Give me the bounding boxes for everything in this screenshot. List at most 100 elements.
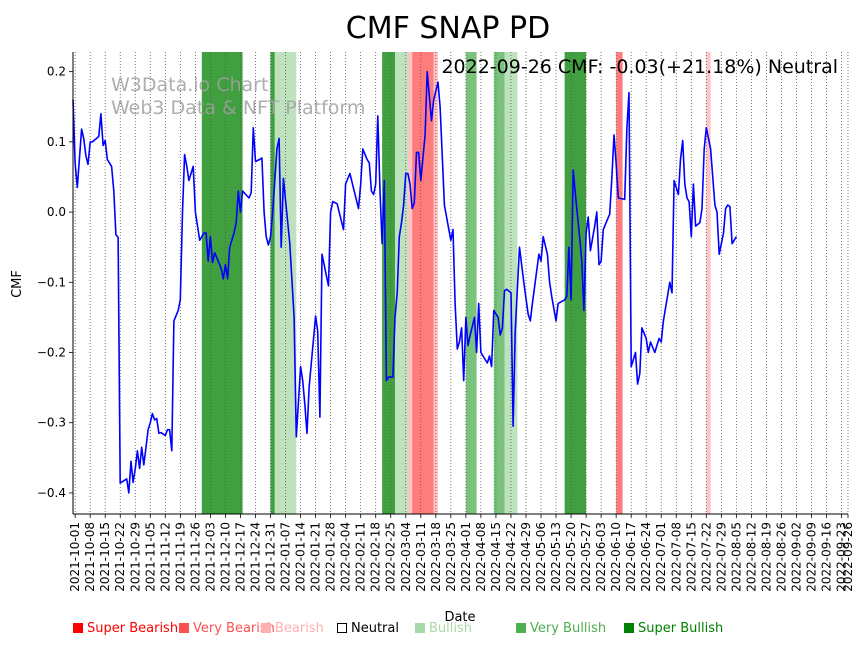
legend-swatch [337,623,347,633]
legend-swatch [624,623,634,633]
x-tick-label: 2021-11-19 [173,522,187,592]
legend-swatch [261,623,271,633]
grid-layer [74,52,849,514]
zone-bearish [407,52,413,514]
zones-layer [201,52,711,514]
legend-super-bearish: Super Bearish [73,621,178,636]
x-tick-label: 2022-07-01 [654,522,668,592]
x-tick-label: 2022-08-12 [744,522,758,592]
y-tick-label: −0.4 [37,486,66,500]
y-tick-label: −0.3 [37,416,66,430]
zone-super-bullish [564,52,587,514]
y-tick-label: −0.2 [37,346,66,360]
x-tick-label: 2022-03-11 [414,522,428,592]
zone-bullish [395,52,408,514]
x-tick-label: 2021-11-26 [188,522,202,592]
legend-label: Very Bullish [530,621,607,636]
x-tick-label: 2022-06-24 [639,522,653,592]
x-tick-label: 2021-10-15 [98,522,112,592]
x-tick-label: 2022-09-23 [835,522,849,592]
x-tick-label: 2022-07-22 [699,522,713,592]
x-tick-label: 2021-12-31 [264,522,278,592]
x-axis-label: Date [444,610,475,625]
x-tick-label: 2021-10-01 [68,522,82,592]
x-tick-label: 2022-03-18 [429,522,443,592]
x-tick-label: 2022-01-21 [309,522,323,592]
y-tick-label: −0.1 [37,275,66,289]
x-tick-label: 2022-01-28 [324,522,338,592]
y-tick-label: 0.0 [47,205,66,219]
x-tick-label: 2022-07-29 [714,522,728,592]
x-tick-label: 2022-06-03 [594,522,608,592]
zone-very-bearish [412,52,434,514]
x-tick-label: 2022-08-05 [729,522,743,592]
legend-very-bullish: Very Bullish [516,621,606,636]
x-tick-label: 2022-01-14 [294,522,308,592]
legend-label: Super Bearish [87,621,179,636]
series-line-cmf [72,70,738,494]
legend-swatch [179,623,189,633]
x-tick-label: 2021-10-29 [128,522,142,592]
x-tick-label: 2021-12-24 [248,522,262,592]
x-tick-label: 2022-08-19 [759,522,773,592]
x-tick-label: 2022-09-09 [805,522,819,592]
x-tick-label: 2022-07-15 [684,522,698,592]
zone-super-bullish [201,52,243,514]
legend-swatch [73,623,83,633]
x-tick-label: 2021-12-17 [233,522,247,592]
x-tick-label: 2021-11-12 [158,522,172,592]
x-tick-label: 2022-01-07 [279,522,293,592]
watermark-line-1: W3Data.io Chart [111,74,268,96]
x-tick-label: 2022-02-18 [369,522,383,592]
chart-title: CMF SNAP PD [346,11,550,46]
x-tick-label: 2022-05-06 [534,522,548,592]
x-tick-label: 2022-05-13 [549,522,563,592]
x-tick-label: 2022-09-16 [820,522,834,592]
legend-bearish: Bearish [261,621,324,636]
x-ticks: 2021-10-01 2021-10-08 2021-10-15 2021-10-22… [68,514,855,592]
legend-label: Bearish [275,621,324,636]
x-tick-label: 2022-08-26 [774,522,788,592]
x-tick-label: 2022-02-11 [354,522,368,592]
x-tick-label: 2021-12-10 [218,522,232,592]
zone-very-bullish [465,52,477,514]
x-tick-label: 2021-10-22 [113,522,127,592]
x-tick-label: 2022-07-08 [669,522,683,592]
x-tick-label: 2021-11-05 [143,522,157,592]
x-tick-label: 2022-09-26 [841,522,855,592]
axes-layer [72,52,848,515]
x-tick-label: 2022-04-08 [474,522,488,592]
x-tick-label: 2021-12-03 [203,522,217,592]
legend-swatch [516,623,526,633]
series-layer [72,70,738,494]
x-tick-label: 2022-04-29 [519,522,533,592]
x-tick-label: 2022-05-20 [564,522,578,592]
x-tick-label: 2022-02-04 [339,522,353,592]
legend-label: Very Bearish [193,621,275,636]
legend-label: Bullish [429,621,473,636]
x-tick-label: 2022-03-04 [399,522,413,592]
x-tick-label: 2022-05-27 [579,522,593,592]
legend-label: Neutral [351,621,399,636]
x-tick-label: 2022-04-15 [489,522,503,592]
y-axis-label: CMF [10,270,25,298]
zone-very-bearish [616,52,623,514]
zone-super-bullish [270,52,275,514]
zone-very-bullish [493,52,505,514]
legend-bullish: Bullish [415,621,472,636]
x-tick-label: 2022-04-22 [504,522,518,592]
legend-swatch [415,623,425,633]
x-tick-label: 2022-09-02 [789,522,803,592]
legend-label: Super Bullish [638,621,724,636]
x-tick-label: 2022-06-10 [609,522,623,592]
y-tick-label: 0.2 [47,65,66,79]
watermark-line-2: Web3 Data & NFT Platform [111,97,365,119]
y-tick-label: 0.1 [47,135,66,149]
chart-annotation: 2022-09-26 CMF: -0.03(+21.18%) Neutral [441,56,838,78]
legend-super-bullish: Super Bullish [624,621,723,636]
y-ticks: 0.2 0.1 0.0 −0.1 −0.2 −0.3 −0.4 [37,65,73,500]
x-tick-label: 2022-02-25 [384,522,398,592]
zone-super-bullish [382,52,396,514]
x-tick-label: 2022-06-17 [624,522,638,592]
